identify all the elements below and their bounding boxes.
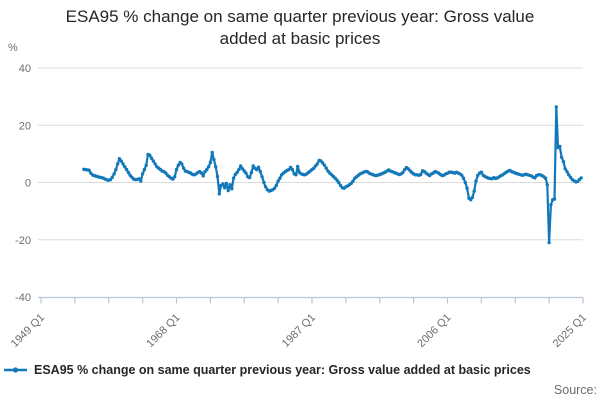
y-axis-unit-label: % [8,42,18,54]
svg-text:0: 0 [25,178,31,190]
svg-text:20: 20 [19,120,31,132]
legend: ESA95 % change on same quarter previous … [3,363,600,377]
svg-text:1987 Q1: 1987 Q1 [280,312,318,350]
svg-text:1968 Q1: 1968 Q1 [144,312,182,350]
svg-text:2006 Q1: 2006 Q1 [415,312,453,350]
chart-plot-area: 40 20 0 -20 -40 1949 Q1 1968 Q1 1987 Q1 2006 Q1 2… [9,63,589,350]
chart-title: ESA95 % change on same quarter previous … [65,7,535,49]
svg-text:2025 Q1: 2025 Q1 [551,312,589,350]
source-label: Source: [553,383,597,397]
legend-label: ESA95 % change on same quarter previous … [34,363,531,377]
y-tick-labels: 40 20 0 -20 -40 [15,63,31,304]
x-tick-labels: 1949 Q1 1968 Q1 1987 Q1 2006 Q1 2025 Q1 [9,312,589,350]
svg-text:-40: -40 [15,292,31,304]
series-markers [82,105,583,245]
svg-text:1949 Q1: 1949 Q1 [9,312,47,350]
y-gridlines [38,67,583,241]
legend-line-marker [4,367,27,373]
x-axis [38,296,584,304]
svg-text:-20: -20 [15,235,31,247]
svg-text:40: 40 [19,63,31,75]
